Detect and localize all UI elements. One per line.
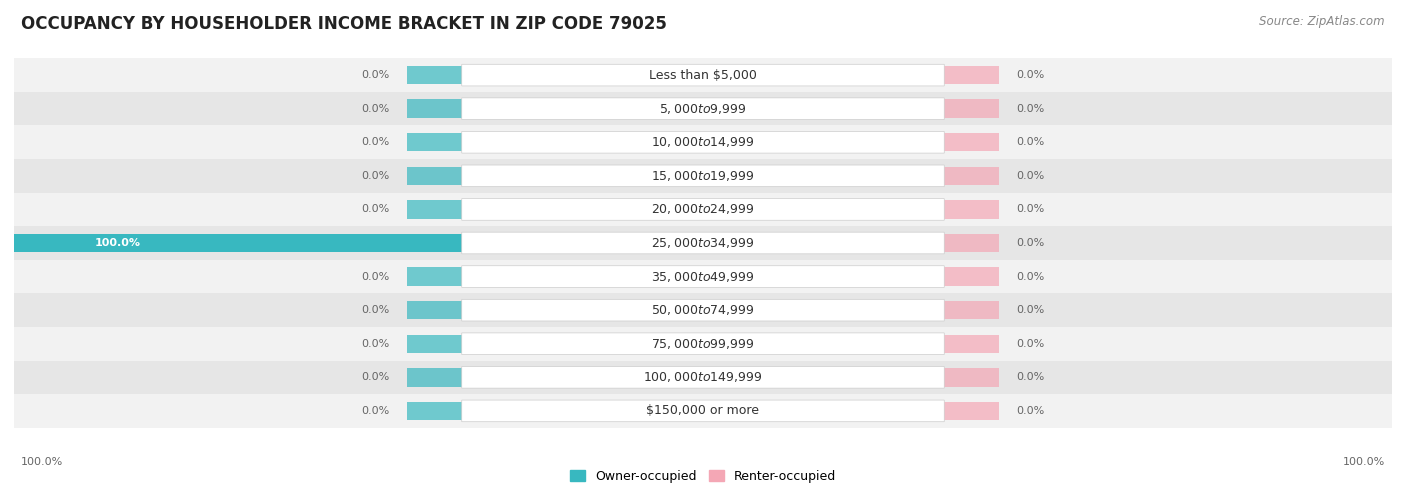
Text: 0.0%: 0.0% xyxy=(361,372,389,382)
Text: 100.0%: 100.0% xyxy=(1343,456,1385,467)
Text: $35,000 to $49,999: $35,000 to $49,999 xyxy=(651,270,755,283)
Text: 0.0%: 0.0% xyxy=(1017,272,1045,281)
Text: 0.0%: 0.0% xyxy=(1017,205,1045,214)
FancyBboxPatch shape xyxy=(461,333,945,355)
Text: 0.0%: 0.0% xyxy=(361,205,389,214)
Text: 0.0%: 0.0% xyxy=(1017,104,1045,114)
Text: $15,000 to $19,999: $15,000 to $19,999 xyxy=(651,169,755,183)
Bar xyxy=(945,301,1000,319)
Text: 0.0%: 0.0% xyxy=(1017,406,1045,416)
Bar xyxy=(945,267,1000,286)
Text: 0.0%: 0.0% xyxy=(361,305,389,315)
Text: 0.0%: 0.0% xyxy=(1017,305,1045,315)
FancyBboxPatch shape xyxy=(461,266,945,287)
Bar xyxy=(14,92,1392,125)
Bar xyxy=(945,100,1000,118)
Text: 100.0%: 100.0% xyxy=(21,456,63,467)
Bar xyxy=(406,66,461,85)
Text: $20,000 to $24,999: $20,000 to $24,999 xyxy=(651,203,755,216)
FancyBboxPatch shape xyxy=(461,366,945,388)
Bar xyxy=(14,192,1392,226)
Bar xyxy=(945,167,1000,185)
Bar xyxy=(945,66,1000,85)
Text: 0.0%: 0.0% xyxy=(1017,70,1045,80)
Bar xyxy=(406,200,461,219)
Bar xyxy=(14,58,1392,92)
Bar xyxy=(14,260,1392,294)
Bar xyxy=(14,159,1392,192)
Text: 0.0%: 0.0% xyxy=(361,339,389,349)
FancyBboxPatch shape xyxy=(461,165,945,187)
Bar xyxy=(406,167,461,185)
Text: 0.0%: 0.0% xyxy=(361,70,389,80)
Bar xyxy=(406,301,461,319)
Text: Less than $5,000: Less than $5,000 xyxy=(650,69,756,82)
Text: Source: ZipAtlas.com: Source: ZipAtlas.com xyxy=(1260,15,1385,28)
FancyBboxPatch shape xyxy=(461,299,945,321)
FancyBboxPatch shape xyxy=(461,232,945,254)
Bar xyxy=(14,394,1392,428)
Text: 0.0%: 0.0% xyxy=(1017,339,1045,349)
Bar xyxy=(406,267,461,286)
Bar xyxy=(406,133,461,152)
Bar xyxy=(14,226,1392,260)
Text: $25,000 to $34,999: $25,000 to $34,999 xyxy=(651,236,755,250)
Text: $10,000 to $14,999: $10,000 to $14,999 xyxy=(651,135,755,149)
Bar xyxy=(406,368,461,386)
Bar xyxy=(945,200,1000,219)
Text: 0.0%: 0.0% xyxy=(361,104,389,114)
FancyBboxPatch shape xyxy=(461,199,945,220)
FancyBboxPatch shape xyxy=(461,64,945,86)
Text: 0.0%: 0.0% xyxy=(1017,238,1045,248)
Bar xyxy=(406,100,461,118)
Text: OCCUPANCY BY HOUSEHOLDER INCOME BRACKET IN ZIP CODE 79025: OCCUPANCY BY HOUSEHOLDER INCOME BRACKET … xyxy=(21,15,666,33)
Bar xyxy=(14,294,1392,327)
Bar xyxy=(14,125,1392,159)
Bar xyxy=(945,334,1000,353)
Text: $5,000 to $9,999: $5,000 to $9,999 xyxy=(659,102,747,116)
Bar xyxy=(0,234,461,252)
Text: 0.0%: 0.0% xyxy=(1017,137,1045,147)
FancyBboxPatch shape xyxy=(461,98,945,120)
Legend: Owner-occupied, Renter-occupied: Owner-occupied, Renter-occupied xyxy=(565,465,841,486)
Text: $75,000 to $99,999: $75,000 to $99,999 xyxy=(651,337,755,351)
Bar xyxy=(406,334,461,353)
Bar xyxy=(945,368,1000,386)
Text: 0.0%: 0.0% xyxy=(361,137,389,147)
Text: 0.0%: 0.0% xyxy=(361,171,389,181)
Text: 0.0%: 0.0% xyxy=(1017,372,1045,382)
FancyBboxPatch shape xyxy=(461,131,945,153)
Text: 0.0%: 0.0% xyxy=(361,272,389,281)
Text: 0.0%: 0.0% xyxy=(1017,171,1045,181)
Text: $150,000 or more: $150,000 or more xyxy=(647,404,759,417)
Text: $100,000 to $149,999: $100,000 to $149,999 xyxy=(644,370,762,384)
Bar xyxy=(14,327,1392,361)
Text: $50,000 to $74,999: $50,000 to $74,999 xyxy=(651,303,755,317)
Bar xyxy=(945,401,1000,420)
Bar xyxy=(945,234,1000,252)
Bar xyxy=(945,133,1000,152)
FancyBboxPatch shape xyxy=(461,400,945,422)
Bar xyxy=(14,361,1392,394)
Bar xyxy=(406,401,461,420)
Text: 0.0%: 0.0% xyxy=(361,406,389,416)
Text: 100.0%: 100.0% xyxy=(94,238,141,248)
